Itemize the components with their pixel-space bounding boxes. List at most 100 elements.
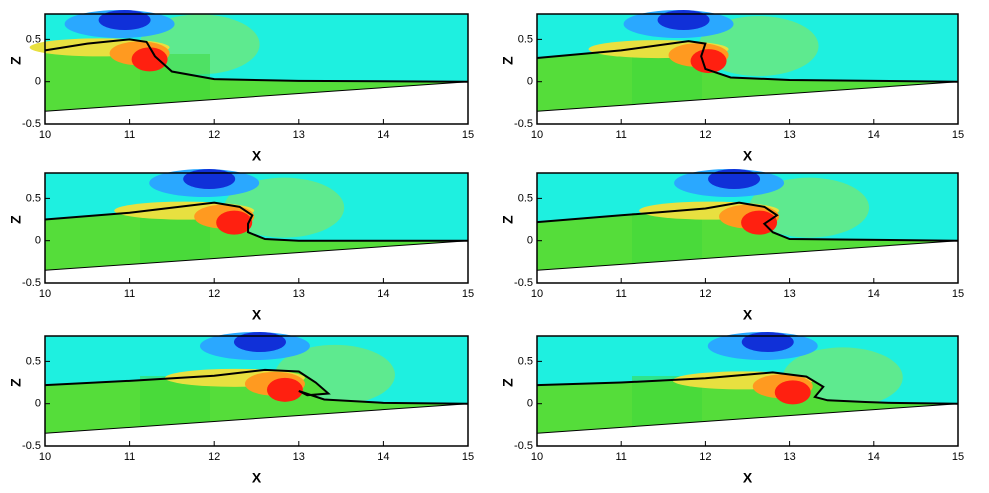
x-tick-label: 12 bbox=[699, 451, 711, 463]
x-tick-label: 14 bbox=[868, 451, 880, 463]
panel: 10 11 12 13 14 15 -0.5 0 0.5 X Z bbox=[8, 169, 474, 323]
y-tick-label: -0.5 bbox=[22, 277, 41, 289]
x-tick-label: 10 bbox=[531, 288, 543, 300]
wall-line bbox=[44, 403, 469, 434]
contour-blue bbox=[741, 332, 794, 352]
x-tick-label: 12 bbox=[208, 288, 220, 300]
x-tick-label: 14 bbox=[377, 288, 389, 300]
x-tick-label: 11 bbox=[615, 129, 626, 141]
contour-red bbox=[774, 380, 811, 405]
contour-red bbox=[131, 47, 168, 72]
x-tick-label: 15 bbox=[462, 451, 474, 463]
interface-line bbox=[536, 371, 959, 405]
interface-line bbox=[536, 201, 959, 242]
wall bbox=[45, 403, 468, 447]
y-tick-label: 0.5 bbox=[518, 33, 533, 45]
x-tick-label: 13 bbox=[293, 129, 305, 141]
y-axis-title: Z bbox=[8, 56, 24, 65]
wall bbox=[537, 403, 958, 447]
contour-blue bbox=[708, 169, 761, 189]
y-tick-label: 0 bbox=[527, 398, 533, 410]
x-tick-label: 10 bbox=[39, 288, 51, 300]
wall-line bbox=[536, 81, 959, 112]
x-tick-label: 13 bbox=[293, 451, 305, 463]
interface-line bbox=[44, 368, 469, 405]
wall-line bbox=[44, 240, 469, 271]
y-axis-title: Z bbox=[500, 378, 516, 387]
x-tick-label: 14 bbox=[377, 129, 389, 141]
x-axis-title: X bbox=[252, 148, 262, 164]
contour-red bbox=[216, 210, 253, 235]
frame bbox=[44, 172, 469, 284]
x-tick-label: 12 bbox=[208, 129, 220, 141]
contour-green bbox=[698, 16, 819, 77]
y-tick-label: 0 bbox=[35, 235, 41, 247]
x-tick-label: 13 bbox=[783, 288, 795, 300]
x-axis-title: X bbox=[252, 470, 262, 486]
x-axis-title: X bbox=[743, 148, 753, 164]
wall-line bbox=[536, 403, 959, 434]
contour-blue bbox=[98, 10, 151, 30]
x-tick-label: 11 bbox=[124, 129, 135, 141]
contour-green bbox=[224, 177, 345, 238]
x-tick-label: 10 bbox=[39, 129, 51, 141]
x-tick-label: 10 bbox=[531, 451, 543, 463]
y-tick-label: -0.5 bbox=[22, 440, 41, 452]
y-tick-label: -0.5 bbox=[514, 118, 533, 130]
panel: 10 11 12 13 14 15 -0.5 0 0.5 X Z bbox=[8, 332, 474, 486]
wall-line bbox=[536, 240, 959, 271]
y-axis-title: Z bbox=[500, 56, 516, 65]
x-tick-label: 10 bbox=[531, 129, 543, 141]
contour-red bbox=[690, 49, 727, 74]
frame bbox=[44, 13, 469, 125]
panel: 10 11 12 13 14 15 -0.5 0 0.5 X Z bbox=[500, 10, 964, 164]
x-tick-label: 15 bbox=[462, 129, 474, 141]
y-tick-label: 0.5 bbox=[518, 355, 533, 367]
y-axis-title: Z bbox=[500, 215, 516, 224]
x-tick-label: 10 bbox=[39, 451, 51, 463]
y-tick-label: -0.5 bbox=[22, 118, 41, 130]
contour-blue bbox=[657, 10, 710, 30]
interface-line bbox=[536, 40, 959, 83]
x-tick-label: 14 bbox=[377, 451, 389, 463]
y-tick-label: 0 bbox=[527, 235, 533, 247]
frame bbox=[536, 172, 959, 284]
x-tick-label: 14 bbox=[868, 288, 880, 300]
x-tick-label: 12 bbox=[699, 129, 711, 141]
x-tick-label: 14 bbox=[868, 129, 880, 141]
wall bbox=[537, 240, 958, 284]
contour-blue bbox=[183, 169, 236, 189]
x-tick-label: 11 bbox=[615, 288, 626, 300]
wall bbox=[537, 81, 958, 125]
x-tick-label: 13 bbox=[783, 451, 795, 463]
wall bbox=[45, 240, 468, 284]
wall-line bbox=[44, 81, 469, 112]
frame bbox=[536, 335, 959, 447]
wall bbox=[45, 81, 468, 125]
x-axis-title: X bbox=[252, 307, 262, 323]
y-tick-label: 0.5 bbox=[26, 33, 41, 45]
x-tick-label: 15 bbox=[462, 288, 474, 300]
x-axis-title: X bbox=[743, 307, 753, 323]
y-axis-title: Z bbox=[8, 215, 24, 224]
y-tick-label: 0.5 bbox=[518, 192, 533, 204]
y-tick-label: 0.5 bbox=[26, 192, 41, 204]
x-tick-label: 15 bbox=[952, 129, 964, 141]
x-tick-label: 11 bbox=[124, 451, 135, 463]
x-tick-label: 12 bbox=[699, 288, 711, 300]
interface-line bbox=[44, 201, 468, 242]
frame bbox=[536, 13, 959, 125]
x-tick-label: 13 bbox=[293, 288, 305, 300]
x-axis-title: X bbox=[743, 470, 753, 486]
x-tick-label: 15 bbox=[952, 451, 964, 463]
y-tick-label: 0 bbox=[35, 398, 41, 410]
x-tick-label: 11 bbox=[124, 288, 135, 300]
y-tick-label: 0 bbox=[527, 76, 533, 88]
y-tick-label: -0.5 bbox=[514, 277, 533, 289]
panel: 10 11 12 13 14 15 -0.5 0 0.5 X Z bbox=[500, 169, 964, 323]
panel: 10 11 12 13 14 15 -0.5 0 0.5 X Z bbox=[8, 10, 474, 164]
y-tick-label: 0 bbox=[35, 76, 41, 88]
contour-green bbox=[749, 177, 870, 238]
y-tick-label: 0.5 bbox=[26, 355, 41, 367]
